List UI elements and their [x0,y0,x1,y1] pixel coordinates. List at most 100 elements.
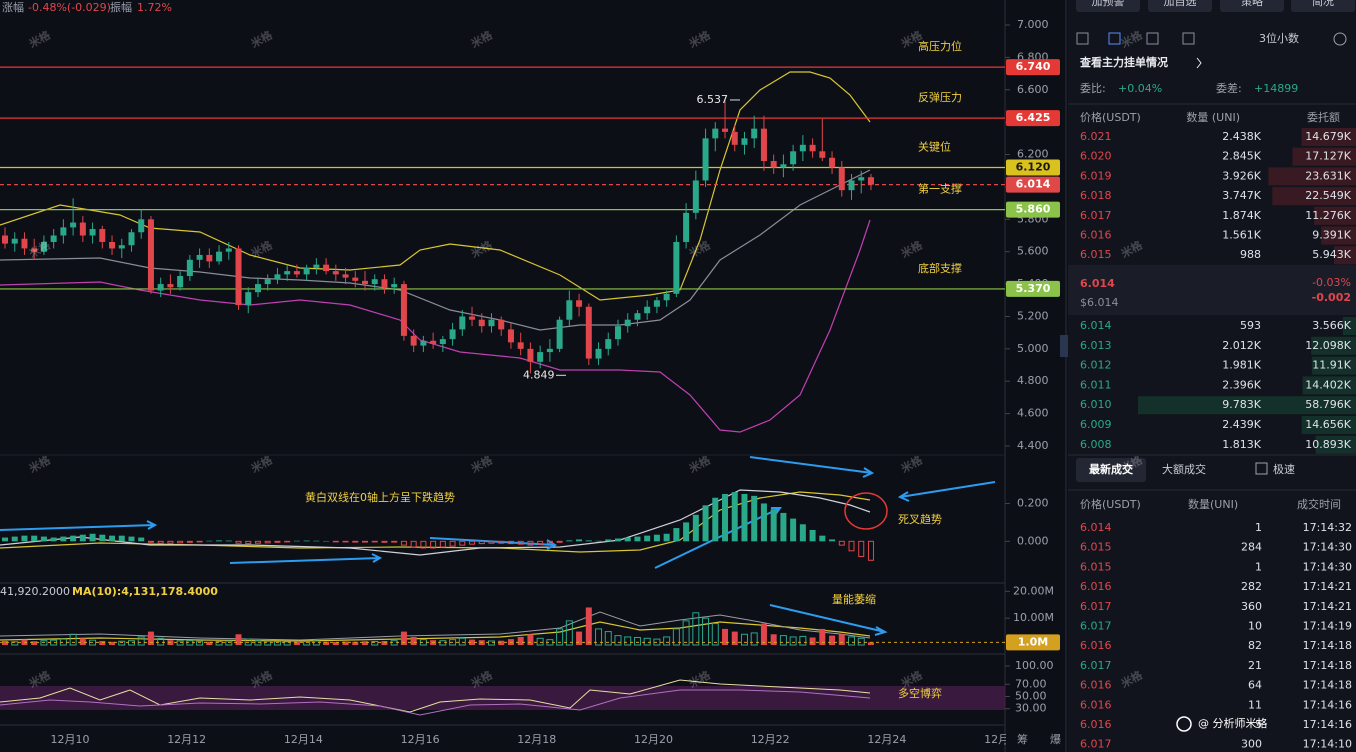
trade-time: 17:14:21 [1303,580,1352,593]
macd-bar [362,540,369,543]
macd-bar [731,492,738,542]
candle-body [293,271,300,275]
volume-bar [127,640,135,646]
candle-body [439,339,446,344]
trade-price: 6.016 [1080,639,1112,652]
volume-bar [109,641,116,645]
macd-bar [566,540,573,542]
trade-qty: 300 [1241,738,1262,751]
view-icon[interactable] [1108,32,1121,45]
axis-tool[interactable]: 爆 [1050,732,1061,746]
volume-bar [244,638,252,646]
tab-active[interactable] [1076,458,1146,482]
boll-mid [0,169,871,331]
volume-bar [595,628,603,646]
checkbox[interactable] [1255,462,1268,475]
book-amount: 3.566K [1312,319,1351,332]
candle-body [128,232,135,246]
button-label[interactable]: 简况 [1312,0,1334,8]
volume-bar [672,628,680,646]
rsi-line [0,679,871,713]
ratio: +0.04% [1118,82,1162,95]
vol-ma2 [0,611,871,641]
volume-bar [137,636,145,646]
volume-bar [157,637,165,646]
macd-bar [605,539,612,542]
button[interactable] [1076,0,1140,12]
book-price: 6.011 [1080,378,1112,391]
trade-time: 17:14:18 [1303,639,1352,652]
volume-bar [829,635,836,645]
volume-bar [565,620,573,646]
y-tick-label: 10.00M [1013,611,1054,624]
macd-bar [264,540,271,544]
macd-bar [585,540,592,542]
collapse-handle[interactable] [1060,335,1068,357]
button-label[interactable]: 策略 [1241,0,1263,8]
volume-bar [40,640,48,646]
volume-bar [614,635,622,646]
settings-icon[interactable] [1333,32,1347,46]
y-tick-label: 6.600 [1017,83,1049,96]
button-label[interactable]: 加预警 [1092,0,1125,8]
tab[interactable]: 极速 [1273,462,1295,476]
x-tick-label: 12月16 [401,733,440,746]
volume-bar [536,637,544,646]
level-tag [1006,176,1060,193]
candle-body [848,180,855,191]
book-amount: 23.631K [1305,169,1351,182]
macd-bar [352,540,359,543]
volume-bar [779,635,787,646]
trade-price: 6.015 [1080,560,1112,573]
candle-body [254,284,261,293]
tab[interactable]: 最新成交 [1089,462,1133,476]
tab[interactable]: 大额成交 [1162,462,1206,476]
trade-qty: 282 [1241,580,1262,593]
book-price: 6.017 [1080,209,1112,222]
volume-bar [303,641,311,646]
view-icon[interactable] [1076,32,1089,45]
macd-bar [410,540,417,548]
volume-tag [1006,634,1060,651]
last-box [1068,265,1356,315]
trade-price: 6.015 [1080,541,1112,554]
book-qty: 2.012K [1222,339,1261,352]
volume-bar [663,636,671,646]
macd-bar [439,540,446,548]
button[interactable] [1148,0,1212,12]
trade-time: 17:14:30 [1303,560,1352,573]
arrow [897,481,996,502]
volume-bar [273,641,281,646]
macd-bar [469,540,476,545]
macd-bar [40,536,47,542]
candle-body [284,271,291,275]
main-orders-link[interactable]: 查看主力挂单情况 [1080,55,1168,69]
macd-bar [459,540,466,546]
book-price: 6.008 [1080,438,1112,451]
trade-price: 6.014 [1080,521,1112,534]
volume-bar [381,640,388,645]
header-amp: 1.72% [137,1,172,14]
y-tick-label: 0.200 [1017,496,1049,509]
view-icon[interactable] [1182,32,1195,45]
view-icon[interactable] [1146,32,1159,45]
decimals-select[interactable]: 3位小数 [1259,31,1299,45]
macd-bar [722,493,729,542]
candle-body [138,219,145,233]
macd-bar [89,533,96,542]
level-tag [1006,59,1060,76]
macd-bar [644,535,651,542]
volume-bar [69,633,77,646]
candle-body [449,329,456,340]
candle-body [420,340,427,346]
macd-bar [391,540,398,543]
depth-bar [1315,435,1356,454]
button[interactable] [1291,0,1355,12]
trade-qty: 10 [1248,620,1262,633]
button[interactable] [1220,0,1284,12]
axis-tool[interactable]: 筹 [1017,732,1028,746]
volume-bar [722,628,729,645]
book-amount: 17.127K [1305,150,1351,163]
volume-bar [2,640,8,645]
button-label[interactable]: 加自选 [1164,0,1197,8]
